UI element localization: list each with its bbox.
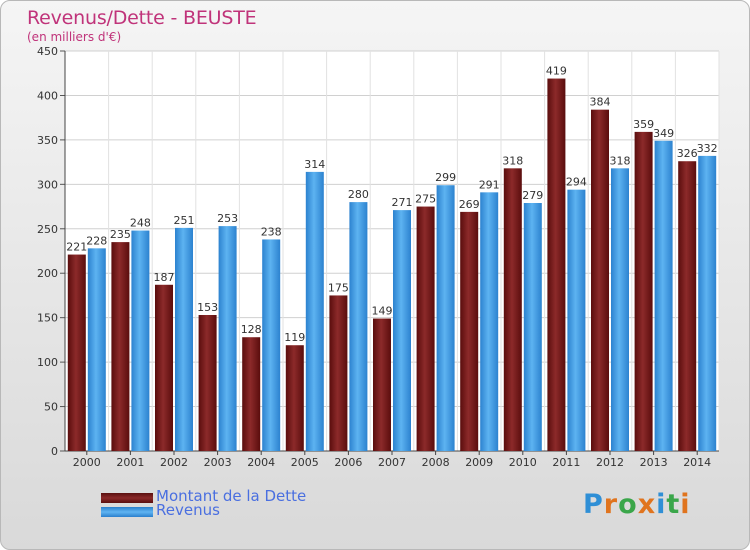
bar-revenus xyxy=(654,140,673,451)
data-label-dette: 419 xyxy=(546,65,567,78)
bar-revenus xyxy=(611,168,629,452)
bar-revenus xyxy=(349,202,368,451)
data-label-revenus: 349 xyxy=(653,127,674,140)
x-tick-label: 2008 xyxy=(422,456,450,469)
bar-dette xyxy=(460,211,479,451)
y-tick-label: 400 xyxy=(37,89,58,102)
bar-dette xyxy=(198,315,217,451)
x-tick-label: 2011 xyxy=(552,456,580,469)
data-label-revenus: 238 xyxy=(261,225,282,238)
x-tick-label: 2004 xyxy=(247,456,275,469)
data-label-dette: 269 xyxy=(459,198,480,211)
bar-dette xyxy=(634,131,653,451)
data-label-revenus: 248 xyxy=(130,217,151,230)
bar-dette xyxy=(678,161,697,451)
bar-revenus xyxy=(262,239,281,451)
data-label-dette: 359 xyxy=(633,118,654,131)
x-tick-label: 2014 xyxy=(683,456,711,469)
x-tick-label: 2003 xyxy=(204,456,232,469)
y-tick-label: 350 xyxy=(37,134,58,147)
y-tick-label: 0 xyxy=(51,445,58,458)
data-label-dette: 119 xyxy=(284,331,305,344)
chart-title: Revenus/Dette - BEUSTE xyxy=(27,7,257,29)
x-tick-label: 2005 xyxy=(291,456,319,469)
y-tick-label: 50 xyxy=(44,401,58,414)
data-label-revenus: 314 xyxy=(304,158,325,171)
bar-dette xyxy=(111,242,130,451)
bar-dette xyxy=(67,254,86,451)
legend-swatch-dette xyxy=(101,493,153,503)
data-label-revenus: 318 xyxy=(610,154,631,167)
chart-subtitle: (en milliers d'€) xyxy=(27,30,122,44)
y-tick-label: 300 xyxy=(37,178,58,191)
bar-revenus xyxy=(87,248,106,451)
x-tick-label: 2012 xyxy=(596,456,624,469)
bar-revenus xyxy=(131,230,150,451)
data-label-dette: 318 xyxy=(502,154,523,167)
y-tick-label: 200 xyxy=(37,267,58,280)
data-label-revenus: 299 xyxy=(435,171,456,184)
data-label-dette: 275 xyxy=(415,193,436,206)
bar-revenus xyxy=(175,227,193,451)
y-tick-label: 250 xyxy=(37,223,58,236)
proxiti-logo: Proxiti xyxy=(583,489,691,520)
data-label-revenus: 271 xyxy=(392,196,413,209)
y-tick-label: 100 xyxy=(37,356,58,369)
plot-area xyxy=(65,51,719,451)
data-label-revenus: 294 xyxy=(566,176,587,189)
bar-dette xyxy=(373,318,391,451)
x-tick-label: 2007 xyxy=(378,456,406,469)
data-label-dette: 153 xyxy=(197,301,218,314)
data-label-revenus: 332 xyxy=(697,142,718,155)
data-label-dette: 128 xyxy=(241,323,262,336)
data-label-dette: 235 xyxy=(110,228,131,241)
data-label-dette: 175 xyxy=(328,281,349,294)
data-label-revenus: 291 xyxy=(479,178,500,191)
bar-revenus xyxy=(480,192,499,452)
y-tick-label: 450 xyxy=(37,45,58,58)
bar-dette xyxy=(242,337,261,451)
data-label-revenus: 253 xyxy=(217,212,238,225)
bar-dette xyxy=(155,284,173,451)
data-label-revenus: 279 xyxy=(522,189,543,202)
bar-revenus xyxy=(523,203,542,451)
data-label-dette: 384 xyxy=(590,96,611,109)
bar-revenus xyxy=(218,226,237,451)
x-tick-label: 2001 xyxy=(116,456,144,469)
y-tick-label: 150 xyxy=(37,312,58,325)
data-label-dette: 149 xyxy=(372,305,393,318)
bar-dette xyxy=(503,168,522,452)
data-label-dette: 187 xyxy=(154,271,175,284)
data-label-dette: 326 xyxy=(677,147,698,160)
bar-dette xyxy=(591,109,609,452)
legend-swatch-revenus xyxy=(101,507,153,517)
bar-dette xyxy=(329,295,348,451)
bar-revenus xyxy=(436,185,455,451)
bar-dette xyxy=(285,345,304,451)
data-label-revenus: 280 xyxy=(348,188,369,201)
x-tick-label: 2000 xyxy=(73,456,101,469)
x-tick-label: 2010 xyxy=(509,456,537,469)
x-tick-label: 2002 xyxy=(160,456,188,469)
legend-label-dette: Montant de la Dette xyxy=(156,487,307,505)
bar-revenus xyxy=(567,189,586,451)
data-label-dette: 221 xyxy=(66,241,87,254)
x-tick-label: 2013 xyxy=(640,456,668,469)
bar-revenus xyxy=(698,155,717,451)
legend-label-revenus: Revenus xyxy=(156,501,220,519)
bar-revenus xyxy=(305,171,324,451)
x-tick-label: 2009 xyxy=(465,456,493,469)
x-tick-label: 2006 xyxy=(334,456,362,469)
bar-dette xyxy=(547,78,566,452)
bar-dette xyxy=(416,206,435,451)
bar-revenus xyxy=(393,210,411,451)
data-label-revenus: 251 xyxy=(174,214,195,227)
data-label-revenus: 228 xyxy=(86,234,107,247)
